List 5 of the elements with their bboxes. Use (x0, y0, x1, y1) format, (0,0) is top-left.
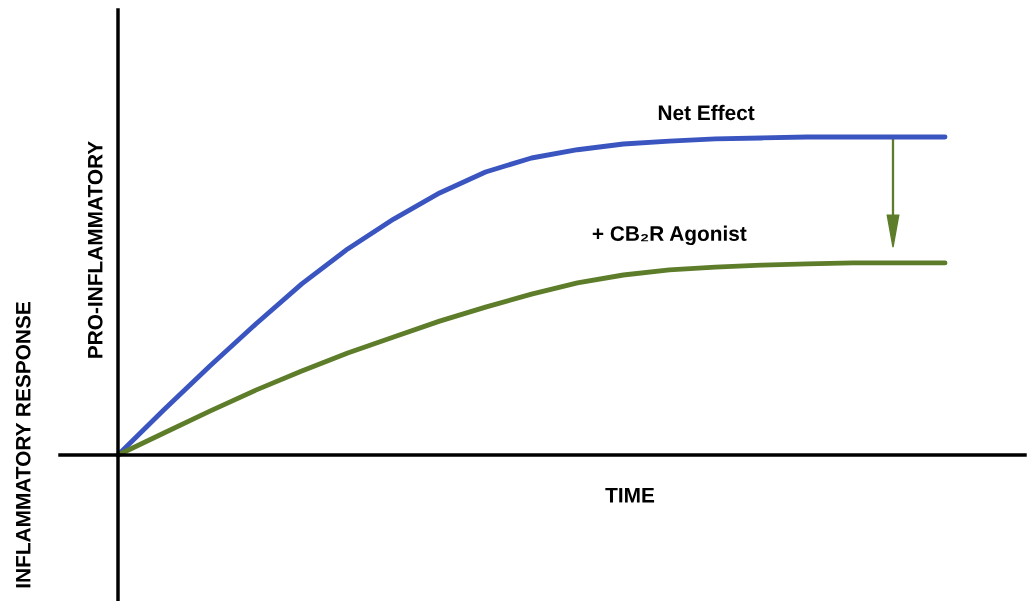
annotation: PRO-INFLAMMATORY (87, 141, 103, 358)
series-label: + CB₂R Agonist (592, 225, 747, 246)
series-label: Net Effect (658, 104, 755, 121)
y-axis-title: INFLAMMATORY RESPONSE (15, 302, 31, 588)
x-axis-title: TIME (605, 488, 655, 503)
